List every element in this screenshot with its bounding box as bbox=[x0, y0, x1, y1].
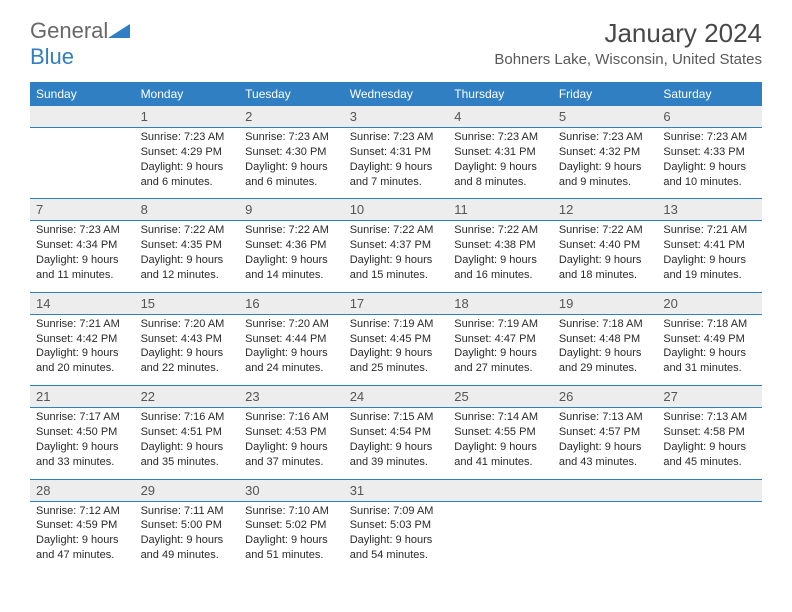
day-cell bbox=[657, 502, 762, 572]
day-cell: Sunrise: 7:23 AMSunset: 4:33 PMDaylight:… bbox=[657, 128, 762, 198]
day-cell: Sunrise: 7:23 AMSunset: 4:30 PMDaylight:… bbox=[239, 128, 344, 198]
title-block: January 2024 Bohners Lake, Wisconsin, Un… bbox=[494, 18, 762, 68]
day-number: 1 bbox=[135, 106, 240, 127]
day-number: 29 bbox=[135, 480, 240, 501]
day-number: 6 bbox=[657, 106, 762, 127]
month-title: January 2024 bbox=[494, 18, 762, 49]
day-number: 10 bbox=[344, 199, 449, 220]
logo: General Blue bbox=[30, 18, 130, 70]
day-cell bbox=[553, 502, 658, 572]
day-cell: Sunrise: 7:13 AMSunset: 4:58 PMDaylight:… bbox=[657, 408, 762, 478]
day-cell: Sunrise: 7:23 AMSunset: 4:34 PMDaylight:… bbox=[30, 221, 135, 291]
day-cell: Sunrise: 7:22 AMSunset: 4:38 PMDaylight:… bbox=[448, 221, 553, 291]
day-number: 25 bbox=[448, 386, 553, 407]
day-number: 8 bbox=[135, 199, 240, 220]
day-number: 20 bbox=[657, 293, 762, 314]
logo-text-a: General bbox=[30, 18, 108, 43]
day-number: 22 bbox=[135, 386, 240, 407]
day-cell: Sunrise: 7:16 AMSunset: 4:53 PMDaylight:… bbox=[239, 408, 344, 478]
page-header: General Blue January 2024 Bohners Lake, … bbox=[30, 18, 762, 70]
daynum-row: 123456 bbox=[30, 106, 762, 128]
day-cell: Sunrise: 7:09 AMSunset: 5:03 PMDaylight:… bbox=[344, 502, 449, 572]
weekday-sat: Saturday bbox=[657, 82, 762, 106]
weekday-sun: Sunday bbox=[30, 82, 135, 106]
day-number: 26 bbox=[553, 386, 658, 407]
day-number: 15 bbox=[135, 293, 240, 314]
day-number: 23 bbox=[239, 386, 344, 407]
day-cell: Sunrise: 7:19 AMSunset: 4:45 PMDaylight:… bbox=[344, 315, 449, 385]
day-cell: Sunrise: 7:10 AMSunset: 5:02 PMDaylight:… bbox=[239, 502, 344, 572]
content-row: Sunrise: 7:12 AMSunset: 4:59 PMDaylight:… bbox=[30, 502, 762, 572]
weekday-mon: Monday bbox=[135, 82, 240, 106]
day-cell: Sunrise: 7:22 AMSunset: 4:40 PMDaylight:… bbox=[553, 221, 658, 291]
day-number: 14 bbox=[30, 293, 135, 314]
day-number: 5 bbox=[553, 106, 658, 127]
weekday-tue: Tuesday bbox=[239, 82, 344, 106]
day-number bbox=[30, 106, 135, 127]
day-number: 24 bbox=[344, 386, 449, 407]
day-cell: Sunrise: 7:20 AMSunset: 4:43 PMDaylight:… bbox=[135, 315, 240, 385]
day-number: 18 bbox=[448, 293, 553, 314]
content-row: Sunrise: 7:21 AMSunset: 4:42 PMDaylight:… bbox=[30, 315, 762, 385]
day-cell: Sunrise: 7:12 AMSunset: 4:59 PMDaylight:… bbox=[30, 502, 135, 572]
weekday-header: Sunday Monday Tuesday Wednesday Thursday… bbox=[30, 82, 762, 106]
day-number: 30 bbox=[239, 480, 344, 501]
daynum-row: 78910111213 bbox=[30, 198, 762, 221]
day-number: 28 bbox=[30, 480, 135, 501]
day-number: 13 bbox=[657, 199, 762, 220]
day-number: 21 bbox=[30, 386, 135, 407]
day-cell: Sunrise: 7:17 AMSunset: 4:50 PMDaylight:… bbox=[30, 408, 135, 478]
day-number: 3 bbox=[344, 106, 449, 127]
day-cell: Sunrise: 7:19 AMSunset: 4:47 PMDaylight:… bbox=[448, 315, 553, 385]
weekday-fri: Friday bbox=[553, 82, 658, 106]
day-cell: Sunrise: 7:15 AMSunset: 4:54 PMDaylight:… bbox=[344, 408, 449, 478]
day-cell: Sunrise: 7:23 AMSunset: 4:29 PMDaylight:… bbox=[135, 128, 240, 198]
day-cell: Sunrise: 7:21 AMSunset: 4:41 PMDaylight:… bbox=[657, 221, 762, 291]
day-number: 12 bbox=[553, 199, 658, 220]
day-cell: Sunrise: 7:18 AMSunset: 4:49 PMDaylight:… bbox=[657, 315, 762, 385]
weekday-thu: Thursday bbox=[448, 82, 553, 106]
logo-text-b: Blue bbox=[30, 44, 74, 69]
day-number: 4 bbox=[448, 106, 553, 127]
day-number bbox=[657, 480, 762, 501]
content-row: Sunrise: 7:17 AMSunset: 4:50 PMDaylight:… bbox=[30, 408, 762, 478]
daynum-row: 21222324252627 bbox=[30, 385, 762, 408]
day-cell: Sunrise: 7:23 AMSunset: 4:31 PMDaylight:… bbox=[344, 128, 449, 198]
day-number: 2 bbox=[239, 106, 344, 127]
day-cell: Sunrise: 7:13 AMSunset: 4:57 PMDaylight:… bbox=[553, 408, 658, 478]
day-cell: Sunrise: 7:21 AMSunset: 4:42 PMDaylight:… bbox=[30, 315, 135, 385]
daynum-row: 28293031 bbox=[30, 479, 762, 502]
logo-text: General Blue bbox=[30, 18, 130, 70]
day-cell: Sunrise: 7:18 AMSunset: 4:48 PMDaylight:… bbox=[553, 315, 658, 385]
calendar-body: 123456Sunrise: 7:23 AMSunset: 4:29 PMDay… bbox=[30, 106, 762, 572]
day-number: 16 bbox=[239, 293, 344, 314]
day-cell bbox=[30, 128, 135, 198]
day-cell: Sunrise: 7:23 AMSunset: 4:32 PMDaylight:… bbox=[553, 128, 658, 198]
day-number: 9 bbox=[239, 199, 344, 220]
day-cell: Sunrise: 7:11 AMSunset: 5:00 PMDaylight:… bbox=[135, 502, 240, 572]
day-cell: Sunrise: 7:16 AMSunset: 4:51 PMDaylight:… bbox=[135, 408, 240, 478]
day-number: 17 bbox=[344, 293, 449, 314]
day-cell: Sunrise: 7:14 AMSunset: 4:55 PMDaylight:… bbox=[448, 408, 553, 478]
content-row: Sunrise: 7:23 AMSunset: 4:29 PMDaylight:… bbox=[30, 128, 762, 198]
logo-triangle-icon bbox=[108, 22, 130, 38]
content-row: Sunrise: 7:23 AMSunset: 4:34 PMDaylight:… bbox=[30, 221, 762, 291]
day-number: 7 bbox=[30, 199, 135, 220]
day-number bbox=[553, 480, 658, 501]
day-number: 27 bbox=[657, 386, 762, 407]
weekday-wed: Wednesday bbox=[344, 82, 449, 106]
day-cell bbox=[448, 502, 553, 572]
day-cell: Sunrise: 7:22 AMSunset: 4:36 PMDaylight:… bbox=[239, 221, 344, 291]
day-number bbox=[448, 480, 553, 501]
location-text: Bohners Lake, Wisconsin, United States bbox=[494, 51, 762, 68]
daynum-row: 14151617181920 bbox=[30, 292, 762, 315]
day-cell: Sunrise: 7:22 AMSunset: 4:35 PMDaylight:… bbox=[135, 221, 240, 291]
day-cell: Sunrise: 7:23 AMSunset: 4:31 PMDaylight:… bbox=[448, 128, 553, 198]
day-cell: Sunrise: 7:22 AMSunset: 4:37 PMDaylight:… bbox=[344, 221, 449, 291]
day-number: 11 bbox=[448, 199, 553, 220]
day-number: 31 bbox=[344, 480, 449, 501]
day-number: 19 bbox=[553, 293, 658, 314]
day-cell: Sunrise: 7:20 AMSunset: 4:44 PMDaylight:… bbox=[239, 315, 344, 385]
